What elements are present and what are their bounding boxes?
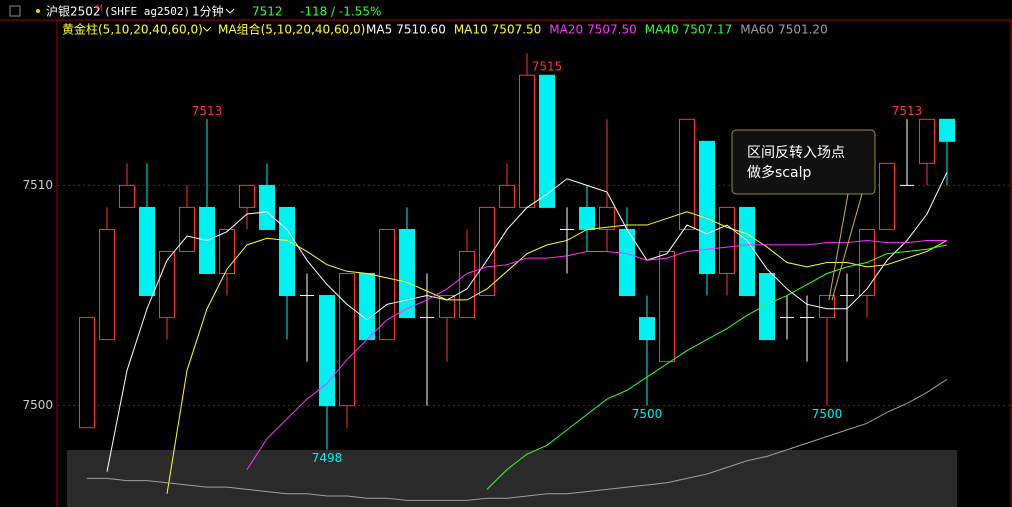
low-label: 7500 (812, 407, 843, 421)
symbol: 沪银2502 (46, 5, 101, 19)
candle-body (319, 295, 335, 407)
candle-body (539, 74, 555, 208)
overlay-panel (67, 450, 957, 507)
y-tick-label: 7500 (22, 398, 53, 412)
menu-icon[interactable] (9, 5, 21, 17)
candle-body (159, 250, 175, 319)
high-label: 7513 (192, 104, 223, 118)
legend-value: 7507.50 (587, 23, 637, 37)
legend-value: 7507.17 (683, 23, 733, 37)
marker: M (96, 4, 103, 13)
legend-name: MA60 (740, 23, 774, 37)
ma-line (87, 378, 948, 501)
period[interactable]: 1分钟 (192, 4, 224, 19)
legend-name: MA20 (549, 23, 583, 37)
candle-body (339, 273, 355, 407)
legend-name: MA5 (366, 23, 392, 37)
legend-value: 7501.20 (778, 23, 828, 37)
candle-body (579, 206, 595, 230)
candle-body (239, 184, 255, 208)
annotation-pointer (831, 193, 863, 301)
candle-body (359, 273, 375, 341)
code: (SHFE ag2502) (104, 5, 190, 18)
candle-body (619, 228, 635, 297)
candle-body (99, 228, 115, 341)
candle-body (659, 250, 675, 363)
candle-body (679, 118, 695, 230)
candle-body (259, 184, 275, 230)
candle-body (79, 317, 95, 429)
ma-line (166, 211, 948, 494)
candle-body (519, 74, 535, 208)
change: -118 / -1.55% (300, 5, 381, 19)
y-tick-label: 7510 (22, 178, 53, 192)
legend-value: 7510.60 (396, 23, 446, 37)
candle-body (919, 118, 935, 164)
dropdown[interactable] (225, 8, 235, 14)
ma-line (486, 244, 948, 490)
indicator[interactable]: MA组合(5,10,20,40,60,0) (218, 22, 365, 37)
high-label: 7513 (892, 104, 923, 118)
candle-body (399, 228, 415, 319)
candle-body (279, 206, 295, 297)
candle-body (119, 184, 135, 208)
dot (36, 9, 40, 13)
candle-body (499, 184, 515, 208)
ma-line (106, 171, 948, 472)
candle-body (879, 162, 895, 230)
annotation-text: 做多scalp (747, 164, 811, 181)
candle-body (819, 295, 835, 319)
indicator[interactable]: 黄金柱(5,10,20,40,60,0) (62, 22, 203, 37)
candle-body (759, 273, 775, 341)
legend-name: MA10 (454, 23, 488, 37)
price: 7512 (252, 5, 283, 19)
candle-body (179, 206, 195, 252)
candle-body (939, 118, 955, 142)
dropdown[interactable] (202, 26, 212, 32)
candle-body (439, 295, 455, 319)
candle-body (479, 206, 495, 297)
legend-value: 7507.50 (492, 23, 542, 37)
low-label: 7498 (312, 451, 343, 465)
candle-body (139, 206, 155, 297)
candle-body (699, 140, 715, 274)
candle-body (599, 206, 615, 230)
candle-body (639, 317, 655, 341)
annotation-text: 区间反转入场点 (747, 145, 845, 161)
legend-name: MA40 (645, 23, 679, 37)
candle-body (219, 228, 235, 274)
annotation-pointer (828, 193, 849, 301)
candle-body (379, 228, 395, 341)
candle-body (719, 206, 735, 275)
high-label: 7515 (532, 60, 563, 74)
low-label: 7500 (632, 407, 663, 421)
candle-body (739, 206, 755, 297)
ma-line (246, 239, 947, 470)
annotation-box (731, 129, 876, 195)
candle-body (459, 250, 475, 319)
